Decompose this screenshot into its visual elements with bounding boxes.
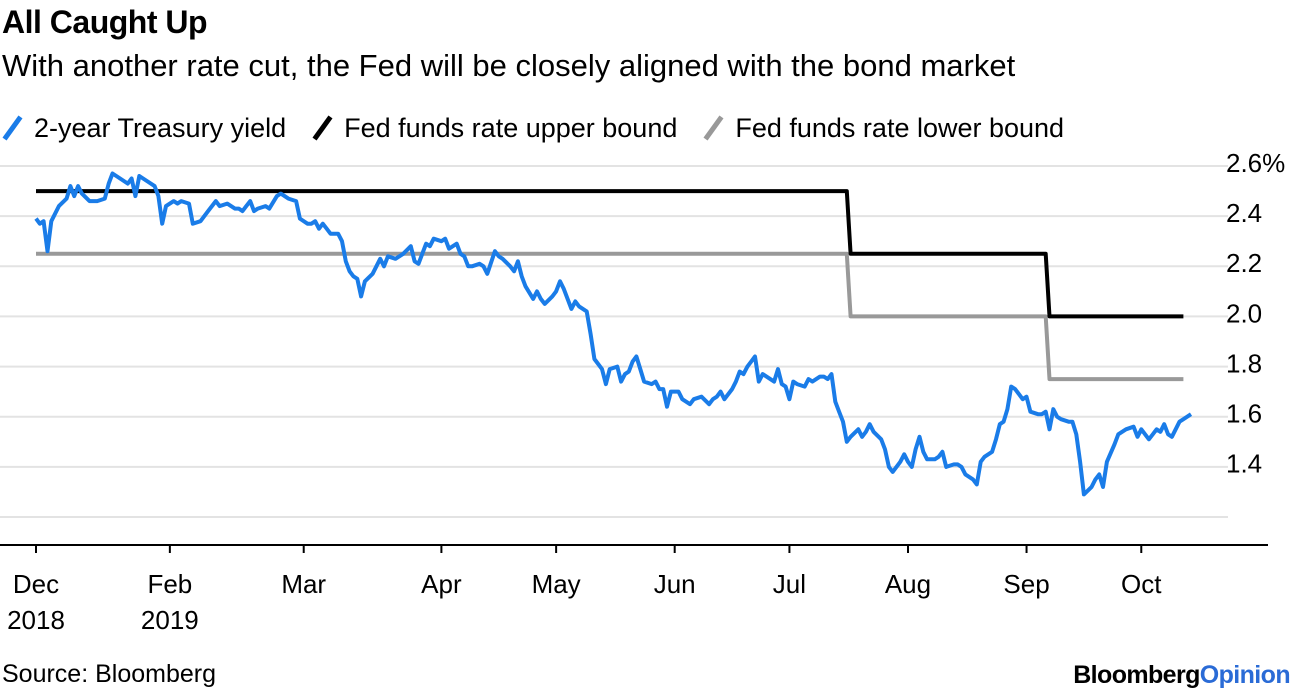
legend-label-lower: Fed funds rate lower bound	[735, 112, 1065, 143]
x-tick-label: Sep	[1003, 569, 1049, 599]
chart-title: All Caught Up	[2, 4, 208, 40]
x-tick-label: Aug	[885, 569, 931, 599]
x-tick-label: May	[532, 569, 581, 599]
x-tick-label-year: 2018	[7, 605, 65, 635]
y-tick-label: 2.4	[1226, 198, 1262, 228]
x-tick-label-year: 2019	[141, 605, 199, 635]
source-note: Source: Bloomberg	[2, 660, 217, 688]
legend: 2-year Treasury yield Fed funds rate upp…	[2, 112, 1090, 144]
x-tick-label: Oct	[1121, 569, 1162, 599]
legend-label-upper: Fed funds rate upper bound	[344, 112, 678, 143]
y-tick-label: 2.2	[1226, 248, 1262, 278]
x-tick-label: Jun	[654, 569, 696, 599]
chart-subtitle: With another rate cut, the Fed will be c…	[2, 48, 1016, 83]
legend-swatch-upper	[312, 112, 334, 144]
y-tick-label: 2.0	[1226, 298, 1262, 328]
y-tick-label: 1.8	[1226, 348, 1262, 378]
x-tick-label: Jul	[773, 569, 806, 599]
brand-logo-part1: Bloomberg	[1073, 661, 1200, 689]
y-tick-label: 2.6%	[1226, 148, 1285, 178]
series-line-fed-upper-bound	[36, 189, 1184, 319]
y-tick-label: 1.6	[1226, 399, 1262, 429]
series-line-treasury-yield	[34, 171, 1193, 497]
legend-swatch-lower	[703, 112, 725, 144]
brand-logo-part2: Opinion	[1199, 661, 1291, 689]
legend-label-yield: 2-year Treasury yield	[34, 112, 287, 143]
x-tick-label: Feb	[147, 569, 192, 599]
series-line-fed-lower-bound	[36, 251, 1184, 382]
legend-swatch-yield	[2, 112, 24, 144]
legend-item-yield: 2-year Treasury yield	[2, 112, 286, 144]
x-tick-label: Apr	[421, 569, 462, 599]
legend-item-upper: Fed funds rate upper bound	[312, 112, 677, 144]
legend-item-lower: Fed funds rate lower bound	[703, 112, 1064, 144]
x-tick-label: Mar	[281, 569, 326, 599]
x-tick-label: Dec	[13, 569, 59, 599]
brand-logo: BloombergOpinion	[1073, 661, 1290, 690]
y-tick-label: 1.4	[1226, 449, 1262, 479]
